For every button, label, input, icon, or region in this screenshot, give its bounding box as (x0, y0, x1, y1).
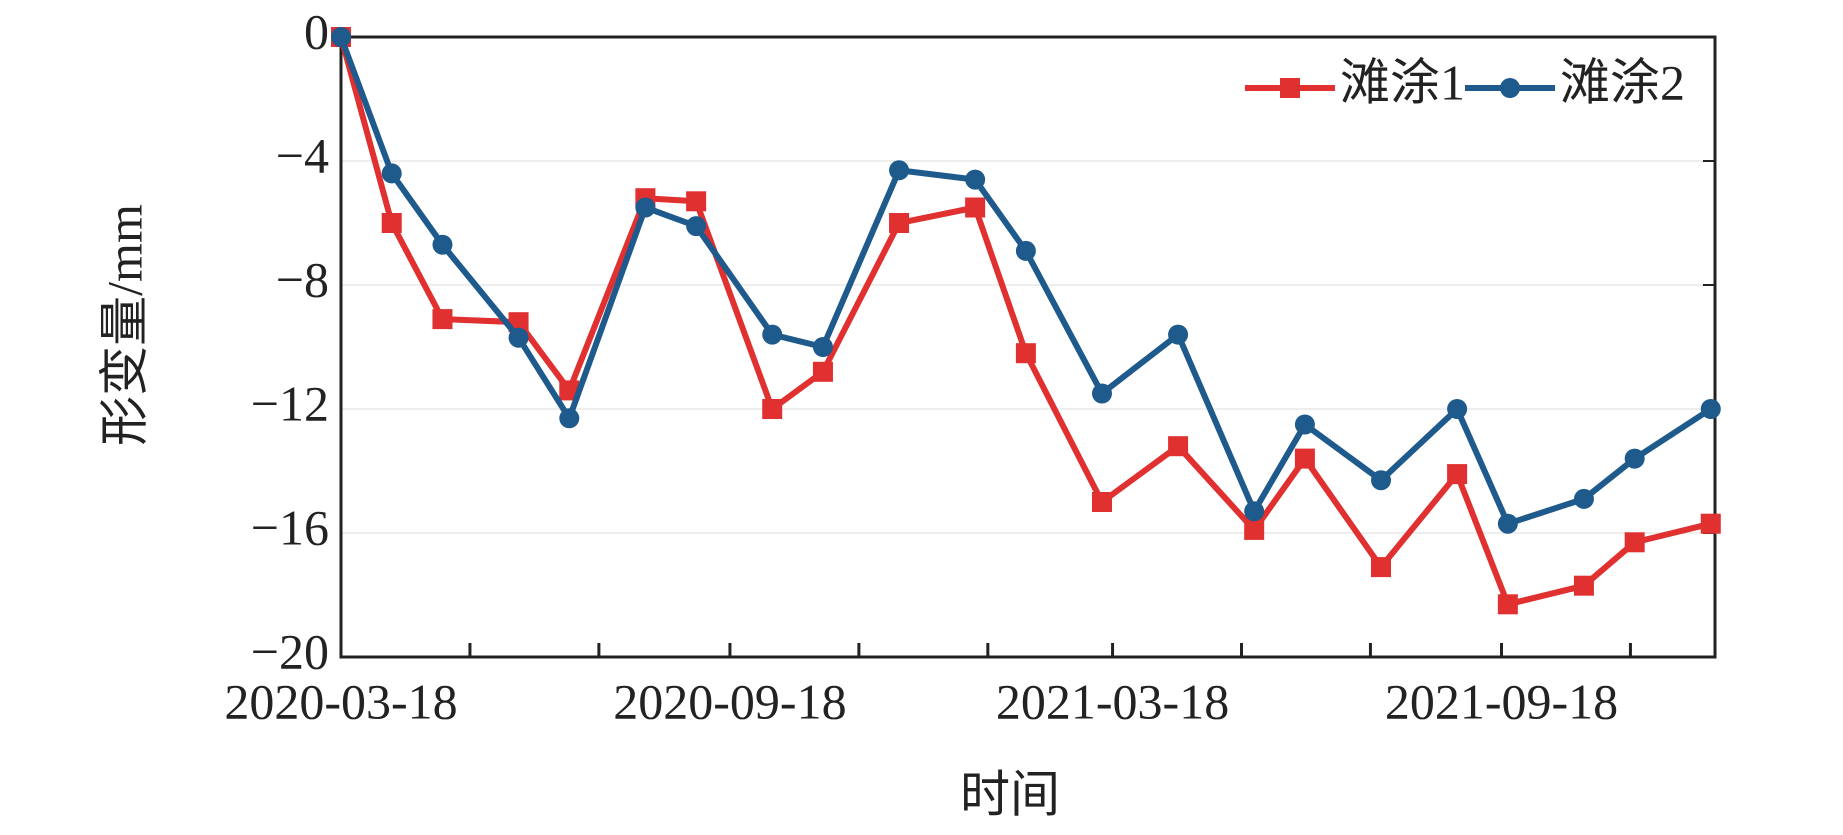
point (889, 213, 910, 233)
point (762, 399, 783, 419)
point (1371, 470, 1392, 491)
point (1700, 399, 1721, 419)
x-tick-label: 2020-03-18 (224, 673, 457, 729)
point (381, 163, 402, 184)
legend-label: 滩涂2 (1560, 54, 1685, 110)
point (965, 197, 986, 218)
series-line (338, 35, 1713, 528)
point (1573, 575, 1594, 596)
point (1624, 532, 1645, 553)
point (432, 234, 453, 255)
point (1015, 240, 1036, 261)
point (331, 27, 351, 47)
point (559, 380, 580, 401)
legend-marker (1280, 78, 1300, 98)
point (381, 213, 402, 233)
point (1624, 448, 1645, 469)
point (762, 324, 783, 345)
point (1294, 448, 1315, 469)
point (508, 327, 529, 348)
point (1244, 501, 1265, 522)
point (559, 408, 580, 429)
point (1244, 519, 1265, 540)
point (635, 197, 656, 218)
point (1294, 414, 1315, 435)
series-line (338, 36, 1712, 608)
point (432, 309, 453, 330)
x-tick-label: 2020-09-18 (613, 673, 846, 729)
point (1497, 594, 1518, 615)
plot-frame (339, 35, 1717, 659)
y-tick-label: −4 (276, 127, 329, 183)
y-tick-label: −16 (251, 499, 329, 555)
point (1015, 343, 1036, 364)
y-axis-label: 形变量/mm (96, 204, 152, 446)
point (1168, 436, 1189, 457)
point (1371, 557, 1392, 578)
point (1700, 513, 1721, 534)
point (1168, 324, 1189, 345)
point (1091, 492, 1112, 512)
point (1497, 513, 1518, 534)
point (965, 169, 986, 190)
point (1447, 399, 1468, 419)
point (1573, 488, 1594, 509)
legend-marker (1500, 78, 1520, 98)
y-tick-label: 0 (304, 3, 329, 59)
point (686, 216, 707, 237)
x-axis-label: 时间 (960, 766, 1060, 822)
point (686, 191, 707, 212)
point (812, 337, 833, 357)
x-tick-label: 2021-03-18 (996, 673, 1229, 729)
point (1447, 464, 1468, 485)
y-tick-label: −12 (251, 375, 329, 431)
y-tick-label: −8 (276, 251, 329, 307)
point (1091, 383, 1112, 404)
y-tick-label: −20 (251, 623, 329, 679)
x-tick-label: 2021-09-18 (1385, 673, 1618, 729)
point (812, 361, 833, 382)
legend-label: 滩涂1 (1340, 54, 1465, 110)
point (889, 160, 910, 181)
